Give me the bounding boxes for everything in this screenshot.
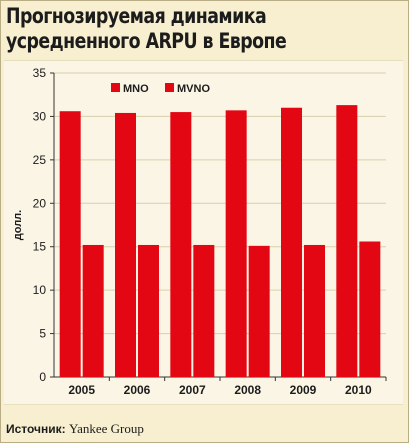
legend-label-mvno: MVNO	[177, 83, 210, 95]
bar-mno	[225, 110, 247, 377]
x-tick-label: 2008	[234, 383, 261, 397]
y-tick-label: 5	[39, 327, 46, 341]
y-tick-label: 15	[33, 240, 47, 254]
legend-label-mno: MNO	[123, 83, 149, 95]
bar-mno	[336, 105, 358, 377]
x-tick-label: 2006	[124, 383, 151, 397]
legend-swatch-mno	[111, 83, 120, 92]
bar-mvno	[193, 244, 215, 377]
x-tick-label: 2010	[345, 383, 372, 397]
bar-mvno	[138, 244, 159, 377]
bar-mno	[170, 112, 192, 377]
y-axis-label: долл.	[12, 210, 24, 240]
source-note: Источник: Yankee Group	[6, 421, 144, 437]
x-tick-label: 2009	[290, 383, 317, 397]
chart-title-line-1: Прогнозируемая динамика	[6, 4, 267, 28]
bar-mno	[281, 107, 302, 377]
legend-swatch-mvno	[165, 83, 174, 92]
bar-mno	[59, 111, 81, 378]
chart-title: Прогнозируемая динамика усредненного ARP…	[6, 4, 369, 54]
y-tick-label: 25	[33, 153, 47, 167]
x-tick-label: 2007	[179, 383, 206, 397]
y-tick-label: 35	[33, 66, 47, 80]
bar-mvno	[248, 245, 270, 377]
bar-mvno	[304, 244, 325, 377]
y-tick-label: 0	[39, 370, 46, 384]
source-value: Yankee Group	[69, 421, 144, 436]
bar-mvno	[82, 244, 104, 377]
bar-mvno	[359, 241, 381, 377]
y-tick-label: 30	[33, 109, 47, 123]
bar-mno	[115, 112, 136, 377]
source-label: Источник:	[6, 422, 66, 436]
y-tick-label: 20	[33, 196, 47, 210]
chart-title-line-2: усредненного ARPU в Европе	[6, 29, 287, 53]
y-tick-label: 10	[33, 283, 47, 297]
x-tick-label: 2005	[68, 383, 95, 397]
